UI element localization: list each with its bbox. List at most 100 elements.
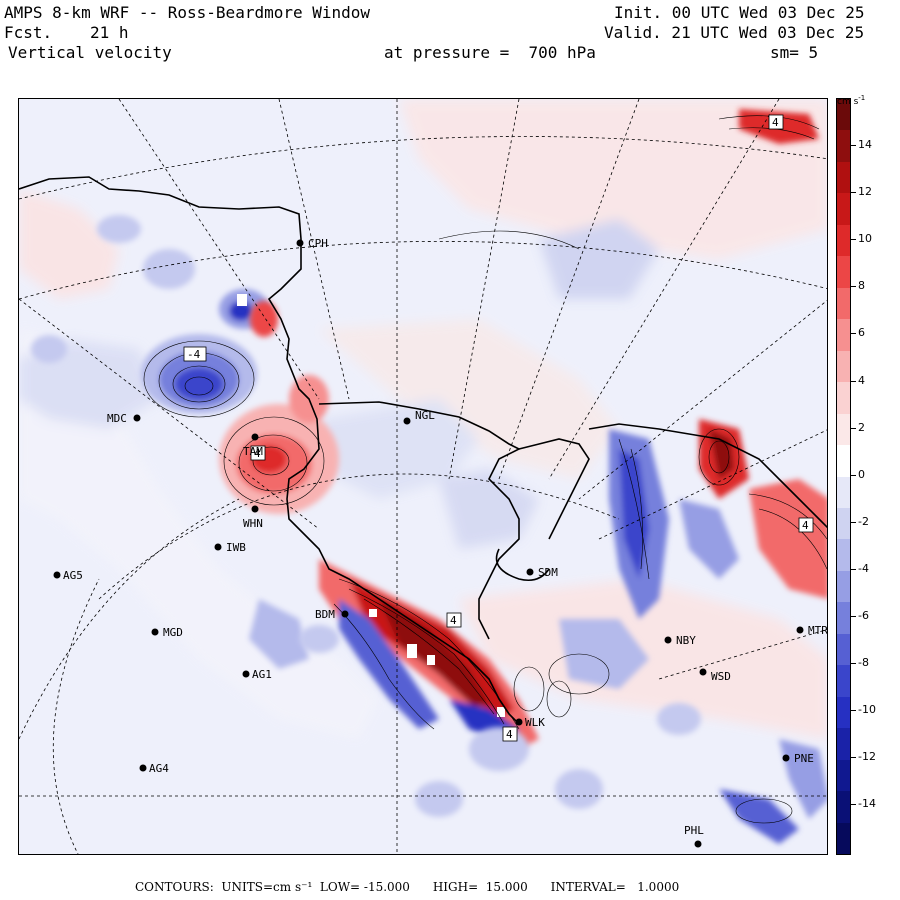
station-label: AG1 (252, 668, 272, 681)
colorbar-segment (837, 539, 850, 572)
svg-text:4: 4 (802, 519, 809, 532)
colorbar-tick-label: -4 (858, 561, 869, 575)
colorbar-segment (837, 224, 850, 257)
station-ag1[interactable]: AG1 (242, 668, 272, 681)
colorbar-tick-label: 10 (858, 232, 872, 246)
station-ngl[interactable]: NGL (403, 409, 436, 425)
station-label: NGL (415, 409, 435, 422)
colorbar-segment (837, 193, 850, 226)
station-ag4[interactable]: AG4 (139, 762, 170, 775)
station-label: MTR (808, 624, 828, 637)
colorbar-tick-label: 8 (858, 279, 865, 293)
colorbar-segment (837, 256, 850, 289)
colorbar-tick-label: 0 (858, 467, 865, 481)
colorbar-tick-label: -8 (858, 656, 869, 670)
colorbar-segment (837, 319, 850, 352)
colorbar-tick-label: -14 (858, 797, 876, 811)
station-nby[interactable]: NBY (664, 634, 697, 647)
colorbar-tick-label: -2 (858, 514, 869, 528)
colorbar-tick (851, 380, 856, 382)
station-mdc[interactable]: MDC (107, 412, 141, 425)
contour-label-5: 4 (798, 517, 814, 533)
station-label: CPH (308, 237, 328, 250)
colorbar-tick (851, 757, 856, 759)
colorbar-tick-label: -12 (858, 750, 876, 764)
svg-text:4: 4 (450, 614, 457, 627)
colorbar (836, 98, 851, 855)
station-bdm[interactable]: BDM (315, 608, 349, 621)
station-marker (403, 417, 411, 425)
station-marker (251, 505, 259, 513)
colorbar-segment (837, 350, 850, 383)
station-marker (133, 414, 141, 422)
station-wsd[interactable]: WSD (699, 668, 731, 684)
pressure-level: at pressure = 700 hPa (384, 43, 596, 62)
station-label: BDM (315, 608, 335, 621)
colorbar-segment (837, 445, 850, 477)
station-wlk[interactable]: WLK (515, 716, 546, 729)
station-sdm[interactable]: SDM (526, 566, 559, 579)
colorbar-tick-label: -10 (858, 703, 876, 717)
colorbar-segment (837, 633, 850, 666)
valid-time: Valid. 21 UTC Wed 03 Dec 25 (604, 23, 865, 42)
colorbar-tick (851, 239, 856, 241)
variable-name: Vertical velocity (8, 43, 172, 62)
station-label: IWB (226, 541, 246, 554)
station-iwb[interactable]: IWB (214, 541, 247, 554)
colorbar-segment (837, 759, 850, 792)
station-marker (341, 610, 349, 618)
svg-text:4: 4 (506, 728, 513, 741)
station-marker (53, 571, 61, 579)
colorbar-segment (837, 791, 850, 824)
colorbar-tick (851, 804, 856, 806)
init-time: Init. 00 UTC Wed 03 Dec 25 (614, 3, 865, 22)
station-whn[interactable]: WHN (243, 505, 263, 531)
smoothing: sm= 5 (770, 43, 819, 62)
station-label: AG4 (149, 762, 169, 775)
colorbar-tick (851, 663, 856, 665)
station-label: MGD (163, 626, 183, 639)
contour-label-4: 4 (446, 612, 462, 628)
station-marker (664, 636, 672, 644)
colorbar-segment (837, 696, 850, 729)
station-cph[interactable]: CPH (296, 237, 328, 250)
contour-info: CONTOURS: UNITS=cm s⁻¹ LOW= -15.000 HIGH… (135, 880, 680, 894)
colorbar-segment (837, 161, 850, 194)
colorbar-segment (837, 602, 850, 635)
station-marker (515, 718, 523, 726)
station-label: WHN (243, 517, 263, 530)
colorbar-tick (851, 474, 856, 476)
colorbar-tick-label: 2 (858, 420, 865, 434)
colorbar-tick-label: -6 (858, 609, 869, 622)
forecast-label: Fcst. (4, 23, 53, 42)
station-marker (242, 670, 250, 678)
colorbar-segment (837, 99, 850, 131)
colorbar-tick (851, 568, 856, 570)
station-marker (251, 433, 259, 441)
colorbar-tick (851, 333, 856, 335)
station-marker (796, 626, 804, 634)
station-marker (699, 668, 707, 676)
colorbar-tick (851, 616, 856, 617)
colorbar-segment (837, 570, 850, 603)
contour-label-3: 4 (250, 445, 266, 461)
station-marker (782, 754, 790, 762)
colorbar-segment (837, 665, 850, 698)
station-label: AG5 (63, 569, 83, 582)
svg-text:4: 4 (254, 447, 261, 460)
station-mtr[interactable]: MTR (796, 624, 829, 637)
colorbar-tick (851, 192, 856, 194)
station-mgd[interactable]: MGD (151, 626, 183, 639)
colorbar-segment (837, 413, 850, 446)
station-ag5[interactable]: AG5 (53, 569, 83, 582)
station-pne[interactable]: PNE (782, 752, 814, 765)
station-tam[interactable]: TAM (243, 433, 263, 459)
colorbar-tick-label: 4 (858, 373, 865, 387)
contour-label-1: 4 (768, 114, 784, 130)
station-phl[interactable]: PHL (684, 824, 704, 848)
colorbar-tick (851, 427, 856, 429)
colorbar-segment (837, 507, 850, 540)
colorbar-tick (851, 521, 856, 523)
colorbar-segment (837, 822, 850, 855)
